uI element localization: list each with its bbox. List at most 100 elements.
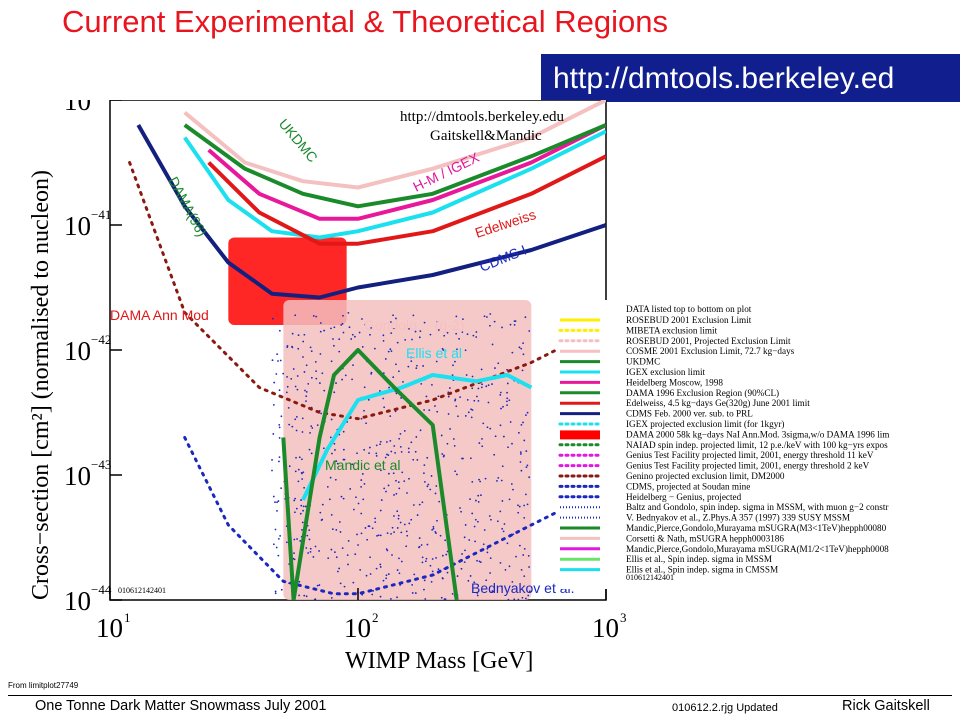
model-point xyxy=(507,446,509,449)
legend-label-13: Genius Test Facility projected limit, 20… xyxy=(626,450,874,460)
legend-label-8: Edelweiss, 4.5 kg−days Ge(320g) June 200… xyxy=(626,398,810,408)
model-point xyxy=(277,537,280,540)
model-point xyxy=(508,565,511,568)
model-point xyxy=(376,534,378,537)
y-tick-label-3: 10 xyxy=(64,461,91,491)
model-point xyxy=(448,387,451,389)
model-point xyxy=(278,460,280,463)
model-point xyxy=(310,350,313,353)
model-point xyxy=(280,487,283,490)
model-point xyxy=(421,561,424,564)
model-point xyxy=(423,409,425,411)
model-point xyxy=(387,573,390,575)
model-point xyxy=(379,595,382,598)
model-point xyxy=(499,561,502,564)
model-point xyxy=(520,469,523,472)
model-point xyxy=(342,314,344,317)
model-point xyxy=(394,410,397,413)
model-point xyxy=(415,436,418,438)
model-point xyxy=(398,557,400,560)
model-point xyxy=(308,448,311,451)
model-point xyxy=(399,445,402,448)
model-point xyxy=(387,484,390,487)
model-point xyxy=(471,409,474,411)
model-point xyxy=(351,333,354,336)
model-point xyxy=(274,528,277,531)
model-point xyxy=(453,444,456,447)
model-point xyxy=(360,417,363,420)
model-point xyxy=(478,560,481,563)
model-point xyxy=(467,411,470,414)
model-point xyxy=(336,570,339,573)
model-point xyxy=(497,362,500,365)
model-point xyxy=(487,384,490,387)
model-point xyxy=(462,318,464,321)
model-point xyxy=(279,359,282,362)
model-point xyxy=(321,372,324,375)
model-point xyxy=(272,433,275,435)
model-point xyxy=(360,532,363,535)
model-point xyxy=(401,471,404,474)
model-point xyxy=(316,584,319,587)
model-point xyxy=(521,596,524,599)
model-point xyxy=(500,479,503,482)
model-point xyxy=(423,472,425,475)
model-point xyxy=(518,346,521,349)
model-point xyxy=(294,470,297,473)
model-point xyxy=(526,503,529,506)
model-point xyxy=(383,406,386,409)
model-point xyxy=(475,331,478,333)
model-point xyxy=(511,580,514,583)
model-point xyxy=(286,385,289,388)
model-point xyxy=(271,469,273,472)
model-point xyxy=(486,316,488,318)
model-point xyxy=(427,483,430,486)
model-point xyxy=(396,596,398,599)
model-point xyxy=(384,456,387,459)
model-point xyxy=(397,481,400,484)
model-point xyxy=(506,391,508,394)
model-point xyxy=(414,330,417,333)
model-point xyxy=(523,575,526,578)
model-point xyxy=(400,531,403,534)
model-point xyxy=(426,543,429,546)
legend-title: DATA listed top to bottom on plot xyxy=(626,304,752,314)
model-point xyxy=(369,446,371,449)
model-point xyxy=(413,573,416,576)
model-point xyxy=(525,414,527,417)
model-point xyxy=(297,334,300,337)
model-point xyxy=(385,490,387,493)
model-point xyxy=(318,584,321,586)
model-point xyxy=(423,464,426,467)
model-point xyxy=(435,557,437,559)
url-link[interactable]: http://dmtools.berkeley.ed xyxy=(553,62,895,95)
model-point xyxy=(271,359,274,362)
y-tick-label-4: 10 xyxy=(64,586,91,616)
model-point xyxy=(323,389,326,392)
model-point xyxy=(501,527,504,530)
model-point xyxy=(419,330,422,333)
model-point xyxy=(338,567,341,570)
model-point xyxy=(285,391,288,394)
plot-id: 010612142401 xyxy=(118,586,166,595)
model-point xyxy=(421,501,424,504)
model-point xyxy=(502,405,504,408)
model-point xyxy=(314,598,317,600)
series-layer xyxy=(128,100,606,600)
model-point xyxy=(441,453,444,455)
footer-author: Rick Gaitskell xyxy=(842,698,930,714)
model-point xyxy=(356,533,358,536)
model-point xyxy=(346,554,349,557)
model-point xyxy=(523,517,526,519)
model-point xyxy=(418,545,421,548)
url-banner xyxy=(541,54,960,102)
model-point xyxy=(473,525,476,528)
model-point xyxy=(371,527,374,530)
model-point xyxy=(386,453,388,456)
series-line-9 xyxy=(281,348,459,600)
model-point xyxy=(310,376,313,379)
model-point xyxy=(526,411,529,414)
model-point xyxy=(377,534,380,537)
model-point xyxy=(402,381,404,383)
model-point xyxy=(510,483,513,485)
